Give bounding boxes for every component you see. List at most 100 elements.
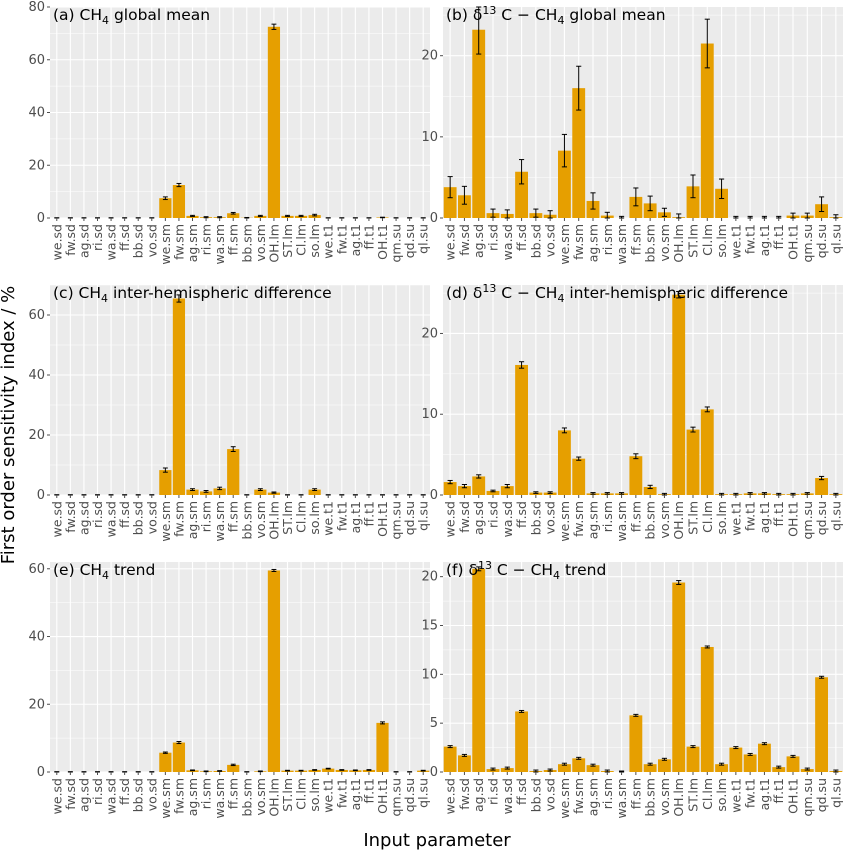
bar: [172, 185, 186, 218]
x-tick-label: vo.sm: [657, 224, 672, 262]
error-bar: [647, 195, 653, 212]
panel-background: [443, 562, 843, 772]
y-tick-label: 5: [430, 716, 438, 731]
x-tick-label: Cl.lm: [700, 501, 715, 533]
x-tick-label: ag.t1: [757, 778, 772, 810]
y-tick-label: 60: [28, 562, 45, 577]
x-tick-label: ri.sm: [600, 778, 615, 809]
x-tick-label: wa.sd: [500, 224, 515, 260]
error-bar: [298, 214, 304, 217]
x-tick-label: wa.sm: [212, 501, 227, 542]
x-tick-label: fw.sd: [63, 501, 78, 533]
x-tick-label: qm.su: [389, 778, 404, 817]
x-tick-label: fw.sd: [63, 778, 78, 810]
bar: [443, 187, 457, 218]
y-tick-label: 20: [421, 49, 438, 64]
error-bar: [461, 185, 467, 205]
bar: [159, 752, 172, 772]
x-tick-label: we.t1: [321, 501, 336, 536]
x-tick-label: so.lm: [714, 224, 729, 258]
panel-title: (f) δ13 C − CH4 trend: [446, 559, 606, 582]
bar: [472, 29, 486, 218]
x-tick-label: ag.sd: [76, 778, 91, 812]
x-tick-label: OH.t1: [786, 501, 801, 537]
panel-title: (a) CH4 global mean: [53, 6, 210, 27]
x-tick-label: we.sm: [158, 224, 173, 265]
x-tick-label: ff.sm: [226, 778, 241, 809]
panels: 020406080we.sdfw.sdag.sdri.sdwa.sdff.sdb…: [28, 0, 843, 819]
bar: [227, 764, 240, 772]
error-bar: [490, 208, 496, 218]
bar: [458, 755, 471, 772]
x-tick-label: ag.sm: [586, 501, 601, 539]
error-bar: [504, 766, 510, 770]
x-tick-label: Cl.lm: [700, 224, 715, 256]
x-tick-label: ff.sd: [117, 778, 132, 805]
panel-title: (b) δ13 C − CH4 global mean: [446, 4, 666, 27]
error-bar: [533, 208, 539, 218]
error-bar: [420, 769, 426, 772]
x-tick-label: ri.sd: [486, 501, 501, 528]
x-tick-label: ql.su: [828, 224, 843, 254]
error-bar: [561, 133, 567, 168]
error-bar: [476, 474, 482, 479]
bar: [715, 764, 728, 772]
error-bar: [661, 757, 667, 761]
error-bar: [547, 491, 553, 494]
x-tick-label: ri.sd: [90, 501, 105, 528]
x-tick-label: fw.sm: [171, 778, 186, 814]
y-tick-label: 20: [28, 158, 45, 173]
bar: [572, 758, 586, 772]
x-tick-label: we.sm: [158, 778, 173, 819]
bar: [254, 215, 267, 218]
x-tick-label: wa.sm: [614, 224, 629, 265]
error-bar: [203, 770, 209, 773]
error-bar: [461, 753, 467, 757]
x-tick-label: we.sd: [443, 778, 458, 814]
x-tick-label: OH.t1: [375, 778, 390, 814]
x-tick-label: bb.sm: [239, 778, 254, 817]
x-tick-label: we.t1: [321, 224, 336, 259]
x-tick-label: ST.lm: [280, 224, 295, 258]
error-bar: [230, 763, 236, 767]
error-bar: [519, 361, 525, 369]
y-tick-label: 10: [421, 667, 438, 682]
bar: [815, 677, 828, 772]
x-tick-label: ff.sm: [226, 224, 241, 255]
x-tick-label: ag.sd: [471, 501, 486, 535]
x-tick-label: fw.sd: [63, 224, 78, 256]
x-tick-label: ag.sd: [76, 501, 91, 535]
bar: [758, 743, 771, 772]
bar: [322, 768, 335, 772]
x-tick-label: ag.sm: [185, 224, 200, 262]
x-tick-label: we.t1: [321, 778, 336, 813]
x-tick-label: qm.su: [389, 501, 404, 540]
x-tick-label: so.lm: [307, 224, 322, 258]
error-bar: [561, 762, 567, 766]
bar: [458, 486, 471, 495]
error-bar: [352, 769, 358, 772]
y-tick-label: 40: [28, 368, 45, 383]
error-bar: [490, 767, 496, 771]
y-axis-label: First order sensitivity index / %: [0, 286, 19, 565]
bar: [743, 754, 757, 772]
x-tick-label: Cl.lm: [294, 224, 309, 256]
error-bar: [162, 751, 168, 754]
x-tick-label: wa.sm: [614, 778, 629, 819]
error-bar: [217, 216, 223, 219]
x-tick-label: ql.su: [828, 501, 843, 531]
bar: [672, 294, 686, 495]
x-tick-label: ag.sd: [471, 778, 486, 812]
x-tick-label: ri.sm: [600, 501, 615, 532]
x-tick-label: bb.sd: [131, 224, 146, 258]
error-bar: [633, 713, 639, 717]
x-tick-label: so.lm: [714, 501, 729, 535]
x-tick-label: vo.sm: [253, 778, 268, 816]
bar: [213, 488, 226, 495]
bar: [586, 765, 600, 772]
bar: [159, 470, 172, 495]
error-bar: [719, 762, 725, 766]
x-tick-label: ff.sm: [628, 224, 643, 255]
error-bar: [203, 216, 209, 219]
x-tick-label: vo.sm: [253, 501, 268, 539]
